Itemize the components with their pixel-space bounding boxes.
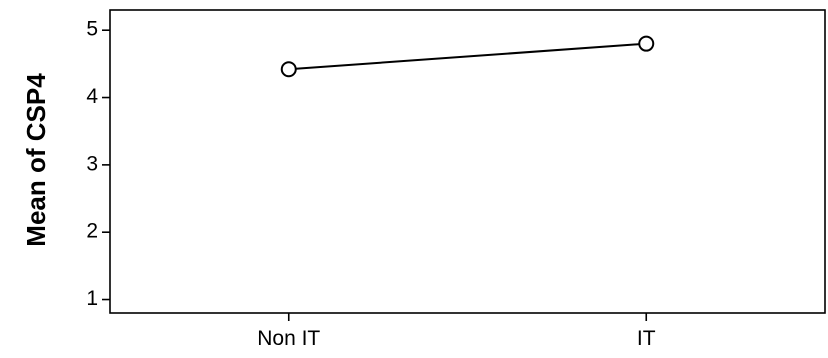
y-axis-title: Mean of CSP4 [21,73,51,247]
x-axis: Non IT IT [257,313,656,350]
y-tick-label-5: 5 [86,18,98,41]
y-axis: 1 2 3 4 5 [86,18,110,310]
y-tick-label-3: 3 [86,152,98,175]
data-point-0-1 [638,35,655,52]
plot-frame [109,9,826,314]
x-tick-label-1: IT [637,327,656,350]
data-point-0-0 [280,61,297,78]
y-tick-label-1: 1 [86,287,98,310]
x-tick-label-0: Non IT [257,327,320,350]
y-tick-label-2: 2 [86,220,98,243]
series-line-0 [288,42,647,71]
series-layer [280,35,655,78]
y-tick-label-4: 4 [86,85,98,108]
